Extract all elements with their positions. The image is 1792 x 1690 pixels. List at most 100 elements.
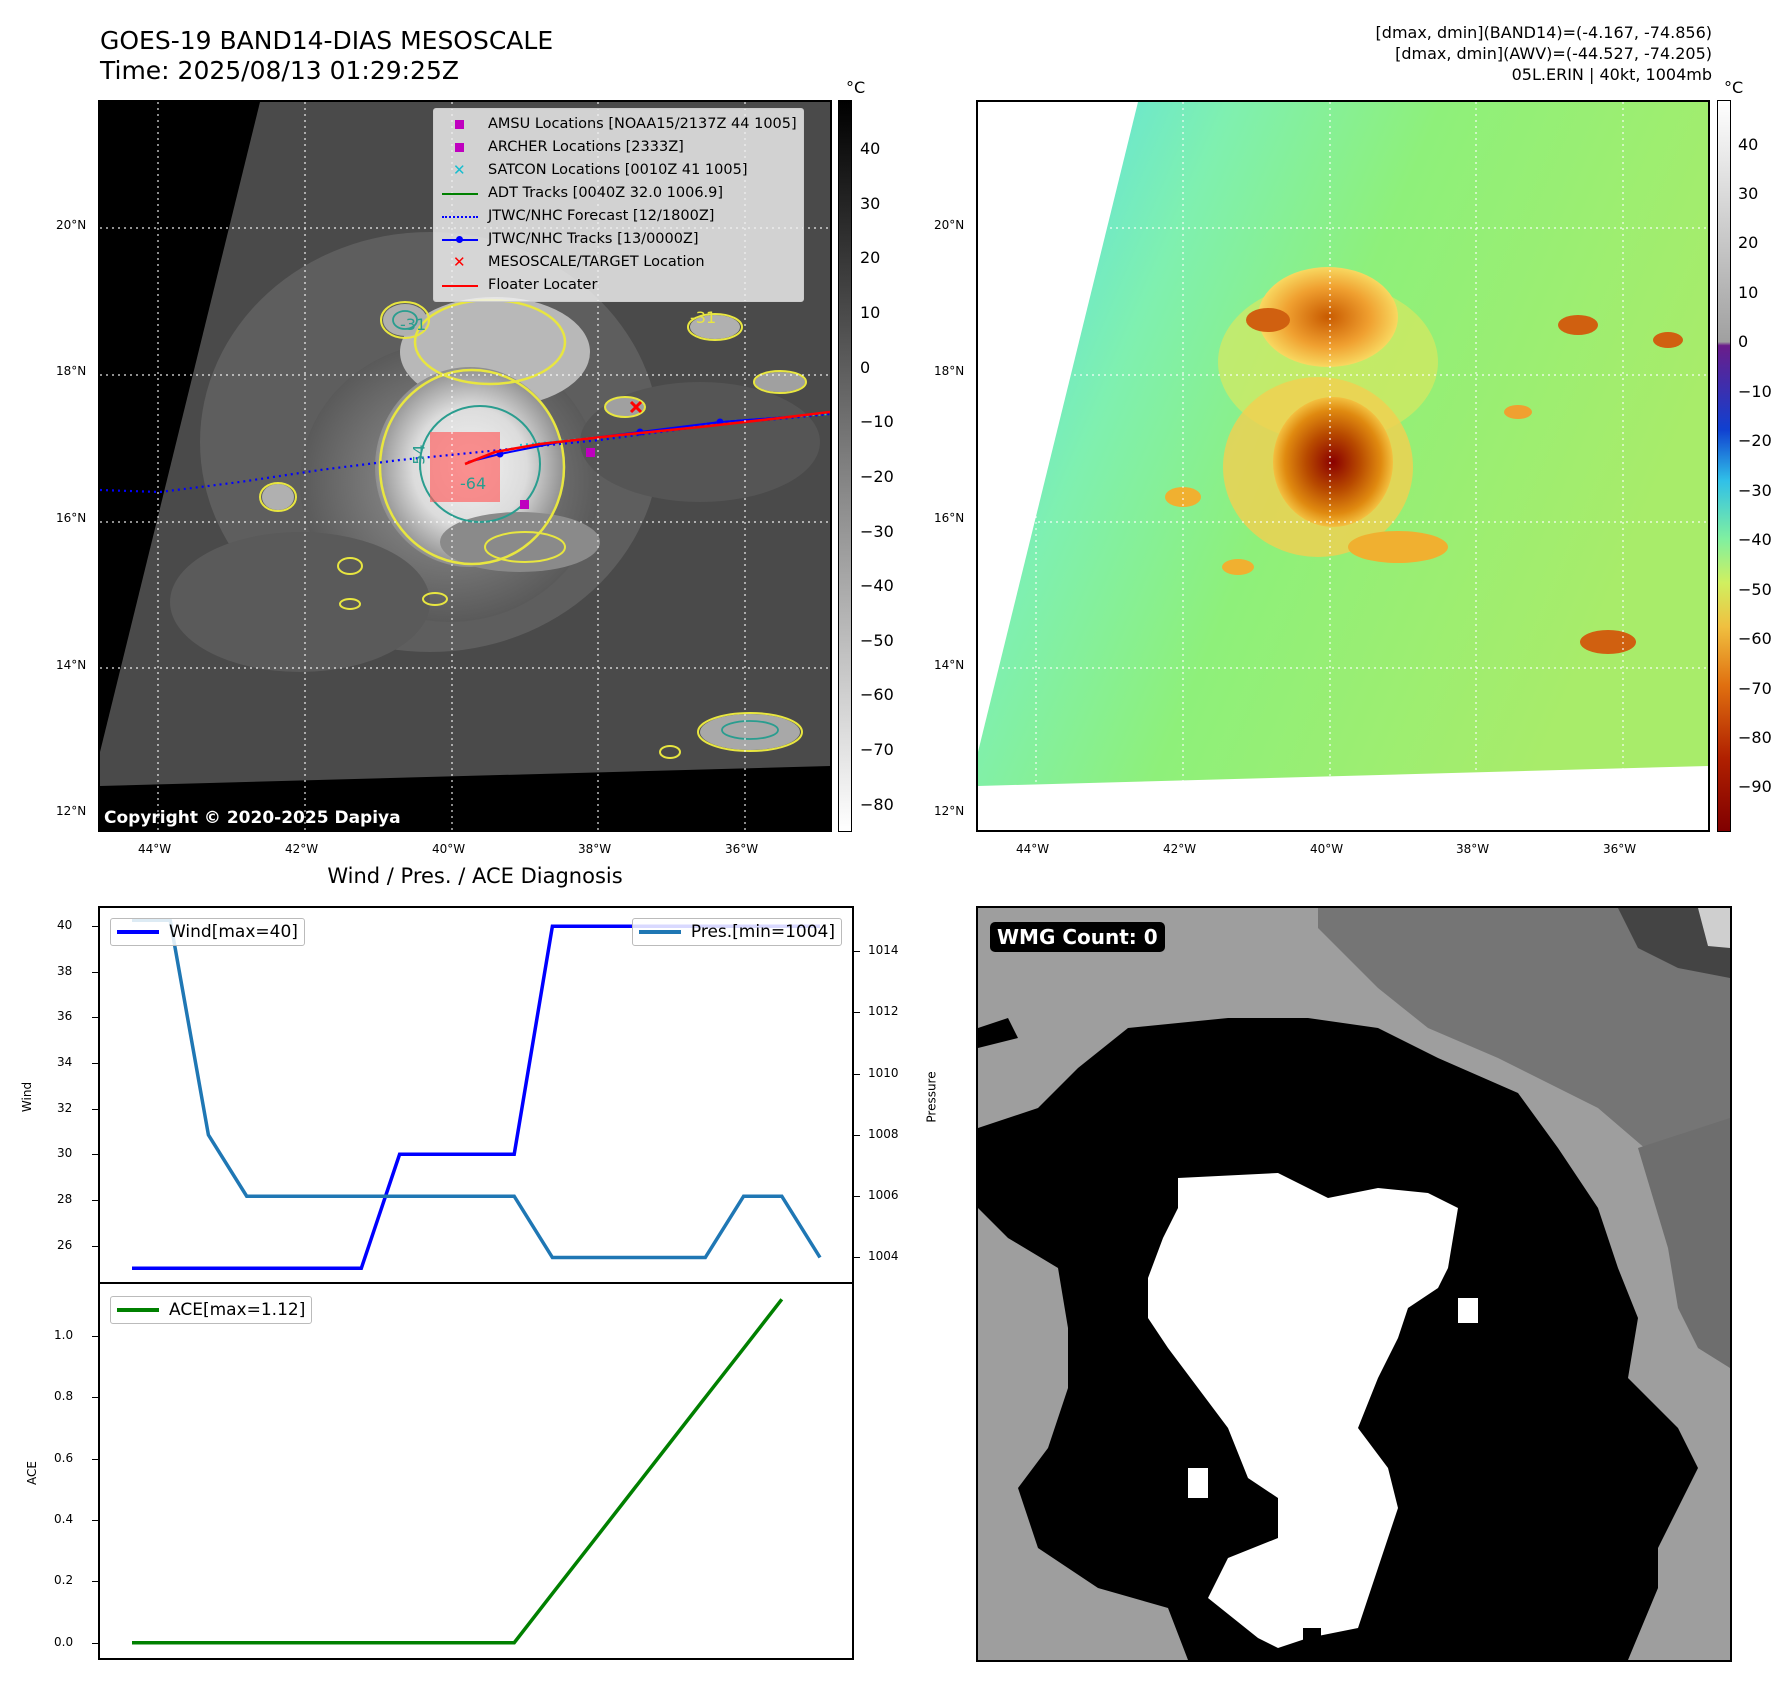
wind-series-line [132,924,820,1271]
contour-label: -31 [690,308,717,327]
pressure-tick-label: 1010 [868,1065,899,1080]
ace-chart: ACE[max=1.12] [98,1282,854,1660]
wind-tick-label: 40 [57,918,73,933]
square-marker-icon [440,115,480,135]
lon-tick-label: 44°W [1016,842,1050,856]
pressure-series-line [132,918,822,1260]
colorbar-tick-label: 0 [860,357,871,377]
x-marker-icon: ✕ [453,160,466,179]
wind-pressure-plot [132,918,822,1271]
ace-tick-label: 0.2 [54,1573,74,1588]
colorbar-tick-label: −70 [1738,678,1772,698]
wv-image [978,102,1708,830]
pressure-tick-label: 1008 [868,1126,899,1141]
awv-range: [dmax, dmin](AWV)=(-44.527, -74.205) [1395,44,1712,63]
lat-tick-label: 16°N [934,511,965,525]
lon-tick-label: 44°W [138,842,172,856]
colorbar-tick-label: −10 [1738,381,1772,401]
tick-mark [854,1012,860,1014]
wind-pressure-chart: Wind[max=40] Pres.[min=1004] [98,906,854,1284]
wind-tick-label: 26 [57,1237,73,1252]
ace-tick-label: 0.8 [54,1389,74,1404]
colorbar-tick-label: 40 [1738,134,1759,154]
colorbar-tick-label: 30 [860,193,881,213]
wv-colorbar-unit: °C [1724,78,1744,97]
tick-mark [92,926,98,928]
colorbar-tick-label: 30 [1738,183,1759,203]
lat-tick-label: 18°N [934,364,965,378]
lat-tick-label: 20°N [934,218,965,232]
wind-tick-label: 30 [57,1146,73,1161]
lat-tick-label: 18°N [56,364,87,378]
colorbar-tick-label: 10 [860,303,881,323]
line-dot-icon [440,230,480,250]
legend-label: Floater Locater [488,277,598,293]
tick-mark [92,1199,98,1201]
tick-mark [854,950,860,952]
tick-mark [92,1108,98,1110]
wmg-count-badge: WMG Count: 0 [990,922,1165,952]
ace-series-line [132,1298,784,1645]
legend-item: ✕ MESOSCALE/TARGET Location [440,251,797,274]
ir-colorbar [838,100,852,832]
tick-mark [92,1520,98,1522]
lon-tick-label: 38°W [1456,842,1490,856]
ace-tick-label: 0.6 [54,1450,74,1465]
ace-tick-label: 0.0 [54,1634,74,1649]
tick-mark [92,1336,98,1338]
ir-colorbar-unit: °C [846,78,866,97]
tick-mark [854,1073,860,1075]
tick-mark [92,1154,98,1156]
wind-tick-label: 28 [57,1191,73,1206]
colorbar-tick-label: −40 [860,576,894,596]
wv-colorbar [1717,100,1731,832]
lat-tick-label: 12°N [934,804,965,818]
lat-tick-label: 12°N [56,804,87,818]
legend-item: Floater Locater [440,274,797,297]
colorbar-tick-label: −70 [860,740,894,760]
colorbar-tick-label: −20 [860,466,894,486]
lon-tick-label: 40°W [432,842,466,856]
legend-item: JTWC/NHC Forecast [12/1800Z] [440,205,797,228]
dotted-line-icon [440,207,480,227]
wind-tick-label: 34 [57,1055,73,1070]
ir-legend: AMSU Locations [NOAA15/2137Z 44 1005] AR… [433,108,804,302]
chart-timestamp: Time: 2025/08/13 01:29:25Z [100,56,459,85]
ace-line-icon [117,1308,159,1312]
legend-item: JTWC/NHC Tracks [13/0000Z] [440,228,797,251]
lat-tick-label: 20°N [56,218,87,232]
colorbar-tick-label: 10 [1738,282,1759,302]
wmg-panel: WMG Count: 0 [976,906,1732,1662]
ace-tick-label: 0.4 [54,1512,74,1527]
colorbar-tick-label: −50 [860,630,894,650]
contour-label: -64 [460,474,487,493]
wind-tick-label: 32 [57,1100,73,1115]
legend-item: ARCHER Locations [2333Z] [440,136,797,159]
colorbar-tick-label: −20 [1738,431,1772,451]
contour-label: -31 [400,315,427,334]
ace-tick-label: 1.0 [54,1328,74,1343]
colorbar-tick-label: −90 [1738,777,1772,797]
lon-tick-label: 36°W [1603,842,1637,856]
wv-satellite-panel [976,100,1710,832]
wind-axis-label: Wind [20,1081,35,1113]
ace-axis-label: ACE [24,1461,39,1485]
colorbar-tick-label: 20 [860,248,881,268]
storm-info: 05L.ERIN | 40kt, 1004mb [1511,65,1712,84]
pressure-tick-label: 1014 [868,942,899,957]
tick-mark [92,971,98,973]
copyright-text: Copyright © 2020-2025 Dapiya [104,808,401,828]
wind-tick-label: 38 [57,963,73,978]
legend-label: JTWC/NHC Tracks [13/0000Z] [488,231,699,247]
legend-label: ARCHER Locations [2333Z] [488,139,684,155]
diag-title: Wind / Pres. / ACE Diagnosis [327,864,623,888]
colorbar-tick-label: −60 [1738,629,1772,649]
square-marker-icon [440,138,480,158]
ace-legend-label: ACE[max=1.12] [169,1300,306,1320]
pressure-tick-label: 1006 [868,1188,899,1203]
lon-tick-label: 40°W [1310,842,1344,856]
lat-tick-label: 16°N [56,511,87,525]
legend-item: AMSU Locations [NOAA15/2137Z 44 1005] [440,113,797,136]
legend-label: MESOSCALE/TARGET Location [488,254,705,270]
tick-mark [92,1458,98,1460]
